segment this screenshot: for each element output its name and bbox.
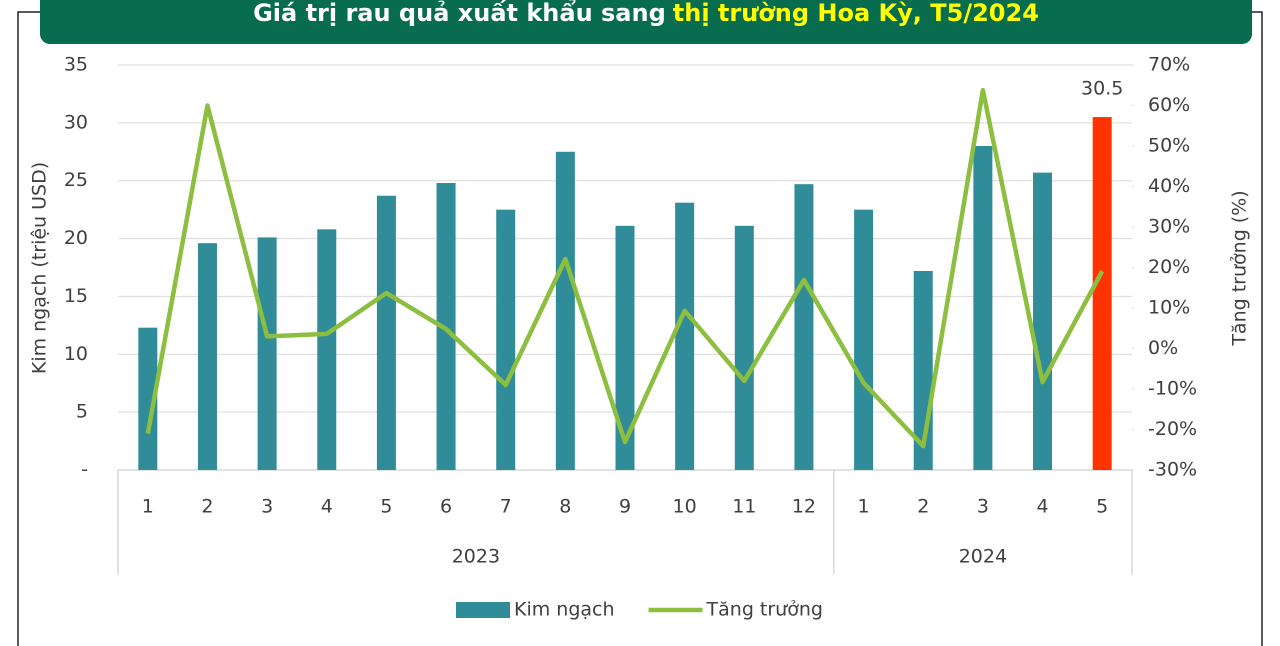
x-tick-label: 9 [619,496,631,518]
legend-swatch [456,602,510,618]
x-tick-label: 7 [500,496,512,518]
title-part: thị trường Hoa Kỳ, T5/2024 [673,0,1039,27]
x-tick-label: 1 [858,496,870,518]
bar [854,209,874,470]
y-tick-label: 30 [64,111,88,133]
bar [376,195,396,470]
bar [1092,117,1112,471]
y2-axis-label: Tăng trưởng (%) [1229,190,1251,346]
bar [794,184,814,470]
x-tick-label: 1 [142,496,154,518]
y2-tick-label: 40% [1148,175,1190,197]
group-label: 2023 [452,546,500,568]
x-tick-label: 3 [977,496,989,518]
bar [973,146,993,470]
legend-label: Kim ngạch [514,599,615,621]
x-tick-label: 3 [261,496,273,518]
y2-tick-label: -10% [1148,378,1197,400]
y-axis-label: Kim ngạch (triệu USD) [29,162,51,374]
y-tick-label: 25 [64,169,88,191]
x-tick-label: 11 [732,496,756,518]
y-tick-label: 5 [76,401,88,423]
y-tick-label: 10 [64,343,88,365]
y2-tick-label: 20% [1148,256,1190,278]
group-label: 2024 [959,546,1007,568]
bar [555,151,575,471]
y2-tick-label: 0% [1148,337,1178,359]
bar [734,225,754,470]
y2-tick-label: 10% [1148,297,1190,319]
bar [317,229,337,470]
title-banner [40,0,1252,44]
bar [1033,172,1053,470]
y-tick-label: 20 [64,227,88,249]
bar [615,225,635,470]
x-tick-label: 2 [917,496,929,518]
x-tick-label: 8 [559,496,571,518]
y-tick-label: - [81,459,88,481]
x-tick-label: 10 [673,496,697,518]
y-tick-label: 15 [64,285,88,307]
line [145,87,1105,449]
y2-tick-label: 60% [1148,94,1190,116]
x-tick-label: 4 [321,496,333,518]
data-label: 30.5 [1081,78,1123,100]
x-tick-label: 4 [1036,496,1048,518]
y2-tick-label: -30% [1148,459,1197,481]
y-tick-label: 35 [64,54,88,76]
y2-tick-label: 50% [1148,135,1190,157]
legend-label: Tăng trưởng [706,599,823,621]
bar [197,243,217,470]
x-tick-label: 5 [1096,496,1108,518]
x-tick-label: 2 [201,496,213,518]
bar [675,202,695,470]
x-tick-label: 6 [440,496,452,518]
y2-tick-label: 30% [1148,216,1190,238]
chart-title: Giá trị rau quả xuất khẩu sang thị trường… [253,0,1039,27]
title-part: Giá trị rau quả xuất khẩu sang [253,0,666,27]
x-tick-label: 5 [380,496,392,518]
bar [138,327,158,470]
x-tick-label: 12 [792,496,816,518]
y2-tick-label: 70% [1148,54,1190,76]
y2-tick-label: -20% [1148,418,1197,440]
bar [257,237,277,470]
bar [496,209,516,470]
